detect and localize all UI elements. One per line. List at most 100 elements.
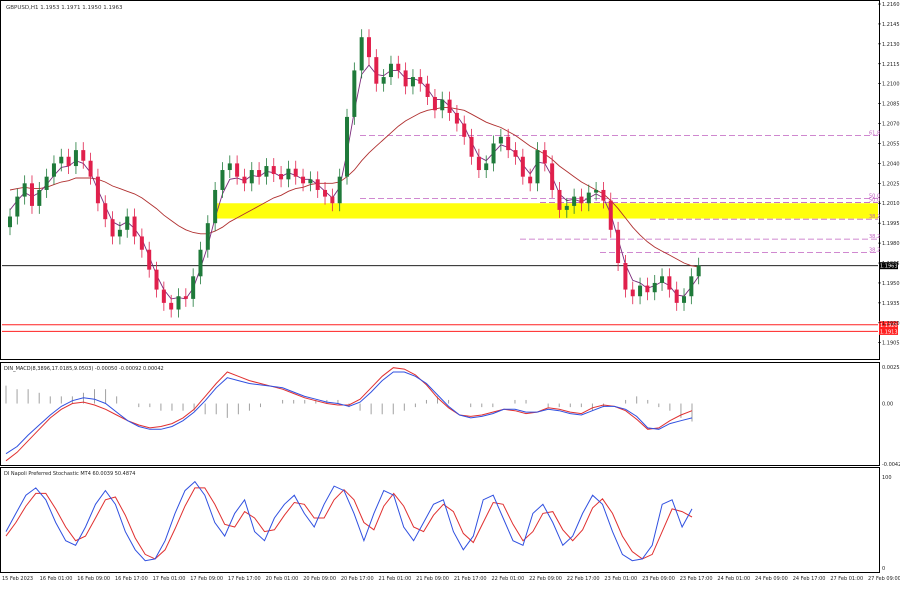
candle-body — [81, 150, 86, 161]
time-axis-label: 20 Feb 01:00 — [266, 576, 299, 582]
candle-body — [176, 296, 181, 310]
candle-body — [15, 196, 20, 217]
candle-body — [447, 99, 452, 113]
macd-axis-label: -0.00422 — [882, 462, 900, 468]
price-axis-label: 1.1935 — [882, 301, 900, 307]
macd-axis-label: 0.00 — [882, 402, 893, 408]
candle-body — [388, 63, 393, 78]
candle-body — [638, 285, 643, 297]
price-axis-label: 1.2145 — [882, 22, 900, 28]
candle-body — [205, 223, 210, 250]
support-price-tag — [879, 321, 898, 329]
stochastic-axis-label: 100 — [882, 475, 892, 481]
candle-body — [601, 189, 606, 201]
candle-body — [454, 112, 459, 124]
candle-body — [125, 216, 130, 230]
fib-level-label: 38.2 — [869, 214, 880, 220]
candle-body — [359, 37, 364, 71]
candle-body — [689, 276, 694, 297]
candle-body — [425, 83, 430, 97]
candle-body — [161, 289, 166, 303]
candle-body — [330, 196, 335, 204]
time-axis-label: 17 Feb 17:00 — [228, 576, 261, 582]
stochastic-panel-title: DI Napoli Preferred Stochastic MT4 60.00… — [4, 471, 135, 477]
candle-body — [491, 143, 496, 164]
time-axis-label: 16 Feb 09:00 — [77, 576, 110, 582]
candle-body — [73, 150, 78, 167]
candle-body — [418, 77, 423, 84]
current-price-tag — [879, 262, 898, 270]
price-axis-label: 1.1995 — [882, 221, 900, 227]
price-axis-label: 1.2160 — [882, 2, 900, 8]
candle-body — [520, 156, 525, 177]
fib-level-label: 61.8 — [869, 131, 880, 137]
current-price-label: 1.1963 — [880, 264, 898, 270]
candle-body — [8, 216, 12, 228]
support-price-tag — [879, 327, 898, 335]
fib-level-label: 50.0 — [869, 198, 880, 204]
candle-body — [235, 163, 240, 177]
candle-body — [227, 163, 232, 171]
candle-body — [271, 166, 276, 175]
candle-body — [381, 77, 386, 84]
ma-slow-line — [9, 107, 699, 268]
candle-body — [674, 289, 679, 303]
candle-body — [59, 156, 64, 164]
macd-panel-title: DIN_MACD(8,3896,17.0185,9.0503) -0.00050… — [4, 366, 164, 372]
candle-body — [557, 189, 562, 210]
candle-body — [498, 136, 503, 144]
candle-body — [550, 163, 555, 190]
support-price-label: 1.1920 — [880, 323, 898, 329]
time-axis-label: 16 Feb 01:00 — [40, 576, 73, 582]
candles-layer — [8, 29, 701, 318]
candle-body — [660, 276, 665, 283]
price-panel-frame — [0, 0, 880, 360]
candle-body — [337, 176, 342, 204]
candle-body — [154, 269, 159, 290]
candle-body — [462, 123, 467, 137]
candle-body — [432, 96, 437, 111]
candle-body — [103, 203, 108, 220]
time-axis-label: 22 Feb 17:00 — [567, 576, 600, 582]
stochastic-layer: 100 0 — [5, 475, 892, 572]
time-axis-label: 27 Feb 09:00 — [868, 576, 900, 582]
candle-body — [213, 189, 218, 224]
candle-body — [139, 236, 144, 250]
stochastic-panel-frame — [0, 467, 880, 573]
candle-body — [645, 285, 650, 293]
candle-body — [440, 99, 445, 111]
macd-panel-frame — [0, 362, 880, 466]
candle-body — [183, 296, 188, 299]
price-axis-label: 1.2025 — [882, 181, 900, 187]
candle-body — [696, 265, 701, 277]
price-axis-label: 1.1920 — [882, 321, 900, 327]
candle-body — [22, 183, 27, 197]
candle-body — [682, 296, 687, 303]
candle-body — [44, 176, 49, 190]
fib-level-label: 38.2 — [869, 247, 880, 253]
stochastic-axis-label: 0 — [882, 566, 885, 572]
price-axis-label: 1.1965 — [882, 261, 900, 267]
candle-body — [95, 176, 100, 204]
candle-body — [586, 192, 591, 204]
price-axis-label: 1.2100 — [882, 82, 900, 88]
price-axis-label: 1.1905 — [882, 341, 900, 347]
time-axis-label: 22 Feb 01:00 — [491, 576, 524, 582]
candle-body — [535, 150, 540, 184]
candle-body — [249, 170, 254, 184]
macd-main-line — [5, 371, 693, 455]
price-axis-label: 1.2115 — [882, 62, 900, 68]
time-axis-label: 21 Feb 01:00 — [379, 576, 412, 582]
candle-body — [374, 57, 379, 84]
time-axis-label: 20 Feb 09:00 — [303, 576, 336, 582]
highlight-zone — [215, 203, 878, 219]
candle-body — [88, 160, 93, 177]
macd-layer: 0.00255 0.00 -0.00422 — [5, 365, 900, 468]
candle-body — [528, 176, 533, 184]
candle-body — [279, 174, 284, 180]
candle-body — [191, 276, 196, 299]
candle-body — [366, 37, 371, 58]
